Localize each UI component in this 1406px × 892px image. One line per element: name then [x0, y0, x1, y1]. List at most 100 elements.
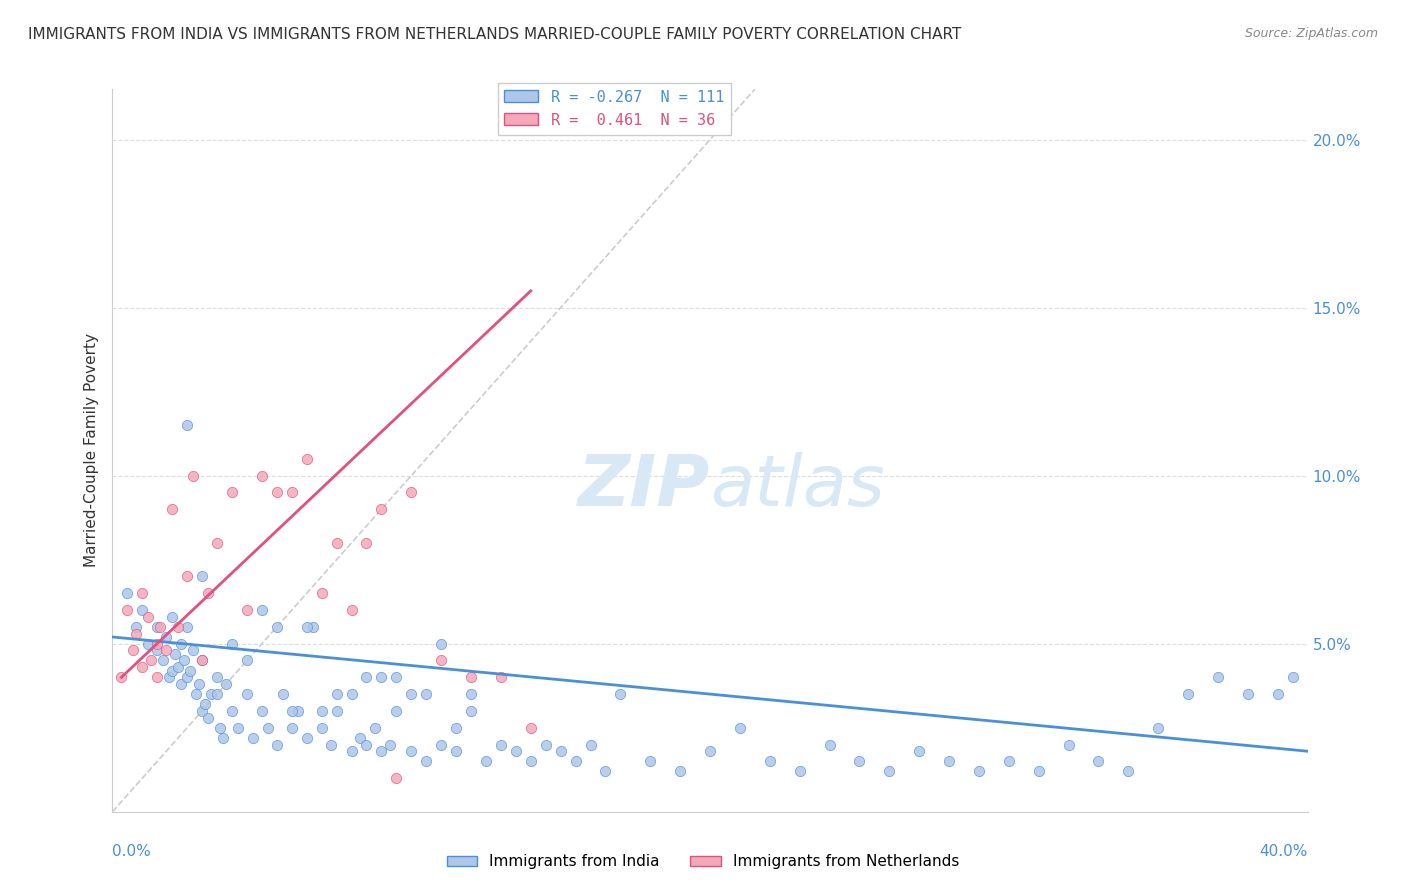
Point	[728, 721, 751, 735]
Point	[1177, 687, 1199, 701]
Point	[609, 687, 631, 701]
Point	[430, 653, 453, 667]
Point	[266, 620, 288, 634]
Point	[1118, 764, 1140, 779]
Point	[295, 451, 318, 466]
Point	[385, 670, 408, 684]
Point	[146, 637, 169, 651]
Point	[155, 643, 177, 657]
Point	[131, 660, 153, 674]
Point	[152, 653, 174, 667]
Point	[430, 738, 453, 752]
Text: atlas: atlas	[710, 452, 884, 521]
Point	[226, 721, 249, 735]
Point	[146, 643, 169, 657]
Point	[138, 609, 160, 624]
Point	[848, 754, 870, 768]
Point	[349, 731, 371, 745]
Point	[759, 754, 782, 768]
Legend: Immigrants from India, Immigrants from Netherlands: Immigrants from India, Immigrants from N…	[440, 848, 966, 875]
Point	[340, 687, 363, 701]
Text: IMMIGRANTS FROM INDIA VS IMMIGRANTS FROM NETHERLANDS MARRIED-COUPLE FAMILY POVER: IMMIGRANTS FROM INDIA VS IMMIGRANTS FROM…	[28, 27, 962, 42]
Point	[669, 764, 692, 779]
Point	[370, 670, 392, 684]
Point	[281, 704, 304, 718]
Point	[191, 704, 214, 718]
Point	[149, 620, 172, 634]
Point	[117, 603, 139, 617]
Point	[257, 721, 280, 735]
Point	[699, 744, 721, 758]
Point	[181, 643, 204, 657]
Point	[167, 620, 190, 634]
Point	[197, 711, 219, 725]
Point	[640, 754, 662, 768]
Point	[319, 738, 342, 752]
Point	[489, 670, 512, 684]
Point	[281, 485, 304, 500]
Point	[250, 603, 273, 617]
Point	[295, 620, 318, 634]
Point	[505, 744, 527, 758]
Point	[550, 744, 572, 758]
Point	[117, 586, 139, 600]
Point	[325, 704, 347, 718]
Point	[242, 731, 264, 745]
Point	[460, 704, 482, 718]
Point	[212, 731, 235, 745]
Point	[879, 764, 901, 779]
Point	[209, 721, 232, 735]
Point	[1237, 687, 1260, 701]
Point	[356, 738, 378, 752]
Point	[250, 468, 273, 483]
Point	[155, 630, 177, 644]
Point	[401, 485, 423, 500]
Point	[162, 502, 183, 516]
Point	[191, 653, 214, 667]
Point	[197, 586, 219, 600]
Point	[215, 677, 238, 691]
Point	[579, 738, 602, 752]
Point	[520, 754, 543, 768]
Point	[295, 731, 318, 745]
Point	[460, 687, 482, 701]
Point	[385, 771, 408, 785]
Point	[236, 687, 259, 701]
Point	[221, 637, 243, 651]
Point	[162, 609, 183, 624]
Point	[998, 754, 1021, 768]
Point	[110, 670, 132, 684]
Point	[122, 643, 145, 657]
Point	[1281, 670, 1303, 684]
Point	[340, 744, 363, 758]
Point	[146, 670, 169, 684]
Point	[385, 704, 408, 718]
Point	[281, 721, 304, 735]
Point	[221, 704, 243, 718]
Point	[1028, 764, 1050, 779]
Point	[181, 468, 204, 483]
Y-axis label: Married-Couple Family Poverty: Married-Couple Family Poverty	[83, 334, 98, 567]
Point	[176, 569, 198, 583]
Point	[205, 536, 228, 550]
Point	[131, 586, 153, 600]
Text: 0.0%: 0.0%	[112, 844, 152, 859]
Point	[967, 764, 990, 779]
Point	[340, 603, 363, 617]
Point	[250, 704, 273, 718]
Point	[415, 754, 437, 768]
Point	[173, 653, 195, 667]
Point	[595, 764, 617, 779]
Point	[311, 586, 333, 600]
Point	[908, 744, 931, 758]
Point	[287, 704, 309, 718]
Point	[475, 754, 498, 768]
Point	[138, 637, 160, 651]
Point	[301, 620, 323, 634]
Point	[1206, 670, 1229, 684]
Point	[1147, 721, 1170, 735]
Point	[236, 653, 259, 667]
Point	[364, 721, 387, 735]
Point	[141, 653, 163, 667]
Point	[818, 738, 841, 752]
